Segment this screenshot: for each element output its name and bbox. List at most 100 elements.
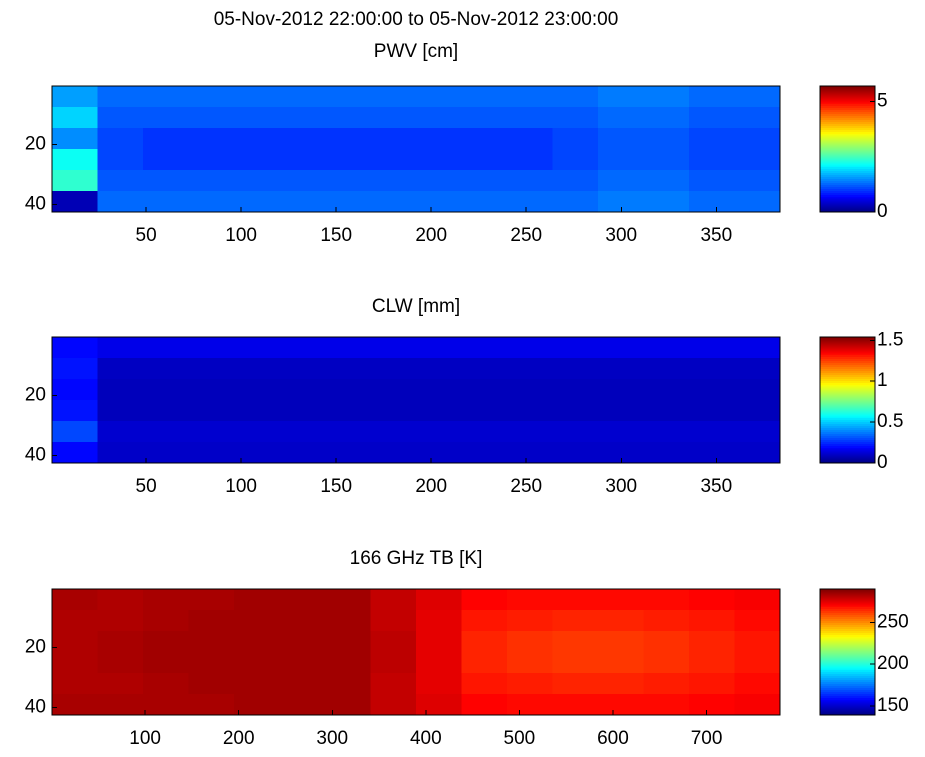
colorbar-swatch (820, 149, 875, 152)
heatmap-cell (507, 191, 553, 213)
heatmap-cell (52, 86, 98, 108)
heatmap-cell (188, 631, 235, 653)
heatmap-cell (598, 379, 644, 401)
heatmap-cell (188, 421, 235, 443)
heatmap-cell (461, 694, 508, 716)
colorbar-swatch (820, 407, 875, 411)
colorbar-swatch (820, 709, 875, 712)
heatmap-cell (325, 379, 371, 401)
heatmap-cell (643, 337, 690, 359)
heatmap-cell (188, 694, 235, 716)
colorbar-swatch (820, 638, 875, 641)
heatmap-cell (643, 673, 690, 695)
heatmap-cell (97, 652, 144, 674)
colorbar-swatch (820, 437, 875, 440)
colorbar-swatch (820, 413, 875, 417)
heatmap-cell (234, 358, 280, 380)
heatmap-cell (734, 694, 781, 716)
heatmap-cell (416, 149, 462, 171)
heatmap-cell (416, 379, 462, 401)
heatmap-cell (734, 337, 781, 359)
panel-title: CLW [mm] (372, 296, 460, 317)
colorbar-swatch (820, 158, 875, 162)
heatmap-cell (552, 170, 599, 192)
heatmap-cell (279, 379, 326, 401)
heatmap-cell (598, 107, 644, 129)
colorbar-swatch (820, 425, 875, 429)
heatmap-cell (52, 379, 98, 401)
x-tick-label: 200 (415, 225, 447, 246)
heatmap-cell (370, 421, 417, 443)
colorbar-swatch (820, 115, 875, 118)
colorbar-swatch (820, 675, 875, 679)
colorbar-swatch (820, 360, 875, 364)
heatmap-cell (461, 128, 508, 150)
colorbar-swatch (820, 646, 875, 649)
heatmap-cell (734, 442, 781, 464)
colorbar-swatch (820, 589, 875, 592)
heatmap-cell (734, 379, 781, 401)
colorbar-swatch (820, 178, 875, 181)
heatmap-cell (552, 421, 599, 443)
heatmap-cell (507, 170, 553, 192)
heatmap-cell (188, 589, 235, 611)
heatmap-cell (52, 400, 98, 422)
heatmap-cell (188, 149, 235, 171)
heatmap-cell (279, 589, 326, 611)
heatmap-cell (643, 191, 690, 213)
heatmap-cell (279, 170, 326, 192)
heatmap-cell (325, 86, 371, 108)
colorbar-swatch (820, 400, 875, 403)
colorbar-swatch (820, 95, 875, 99)
heatmap-cell (416, 358, 462, 380)
colorbar-swatch (820, 663, 875, 667)
colorbar-swatch (820, 685, 875, 688)
axes-box (51, 85, 781, 213)
heatmap-cell (461, 379, 508, 401)
colorbar-swatch (820, 129, 875, 132)
colorbar-swatch (820, 634, 875, 637)
colorbar-swatch (820, 447, 875, 450)
heatmap-cell (234, 421, 280, 443)
heatmap-cell (598, 442, 644, 464)
colorbar-swatch (820, 449, 875, 452)
heatmap-cell (507, 652, 553, 674)
heatmap-cell (552, 358, 599, 380)
heatmap-cell (507, 610, 553, 632)
heatmap-cell (689, 358, 735, 380)
heatmap-cell (143, 379, 189, 401)
heatmap-cell (52, 128, 98, 150)
heatmap-cell (734, 652, 781, 674)
heatmap-cell (643, 400, 690, 422)
heatmap-cell (234, 652, 280, 674)
heatmap-cell (188, 107, 235, 129)
y-tick-label: 20 (25, 385, 46, 406)
colorbar-swatch (820, 687, 875, 690)
colorbar-swatch (820, 429, 875, 432)
heatmap-cell (97, 337, 144, 359)
colorbar-swatch (820, 107, 875, 111)
y-tick-label: 20 (25, 637, 46, 658)
heatmap-cell (643, 610, 690, 632)
colorbar-swatch (820, 701, 875, 704)
heatmap-cell (507, 442, 553, 464)
colorbar-tick-label: 250 (877, 611, 909, 632)
axes-box (51, 336, 781, 464)
heatmap-cell (689, 421, 735, 443)
colorbar-swatch (820, 368, 875, 371)
heatmap-cell (97, 128, 144, 150)
heatmap-cell (734, 589, 781, 611)
heatmap-cell (689, 610, 735, 632)
colorbar-swatch (820, 198, 875, 201)
x-tick-label: 300 (316, 728, 348, 749)
colorbar-swatch (820, 693, 875, 696)
colorbar-tick-label: 0 (877, 452, 888, 473)
colorbar-swatch (820, 636, 875, 639)
heatmap-cell (689, 631, 735, 653)
heatmap-cell (97, 631, 144, 653)
heatmap-cell (552, 673, 599, 695)
colorbar-swatch (820, 111, 875, 115)
heatmap-cell (325, 442, 371, 464)
heatmap-cell (734, 400, 781, 422)
colorbar-swatch (820, 388, 875, 391)
